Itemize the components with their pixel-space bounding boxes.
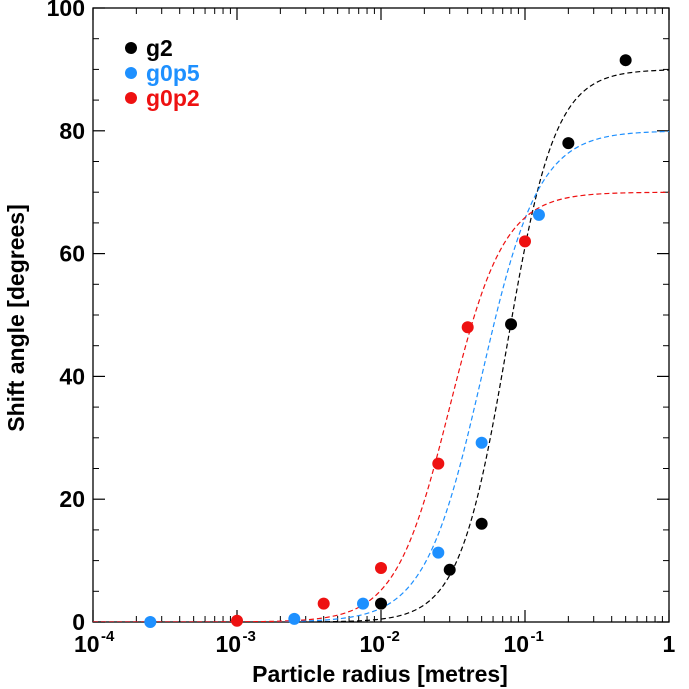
data-point-g0p2 (317, 597, 330, 610)
x-tick-label: 10 -4 (74, 628, 115, 657)
data-point-g0p2 (432, 457, 445, 470)
y-tick-label: 80 (59, 118, 85, 144)
data-point-g2 (443, 563, 456, 576)
y-tick-label: 60 (59, 241, 85, 267)
x-tick-label-exponent: -4 (101, 628, 115, 645)
legend-marker-g2 (125, 42, 137, 54)
x-tick-label-base: 10 (216, 631, 242, 657)
x-tick-label: 10 -1 (504, 628, 544, 657)
x-tick-label: 10 -3 (216, 628, 256, 657)
data-point-g0p5 (144, 616, 157, 628)
y-tick-label: 40 (59, 363, 85, 389)
fit-curve-g0p2 (93, 191, 669, 622)
y-tick-label: 100 (47, 0, 85, 21)
y-tick-label: 0 (72, 609, 85, 635)
x-tick-label: 10 -2 (360, 628, 400, 657)
data-point-g0p5 (288, 612, 301, 625)
x-tick-label-exponent: -1 (531, 628, 544, 645)
data-point-g2 (619, 54, 632, 67)
x-tick-label-base: 10 (74, 631, 100, 657)
data-point-g0p5 (475, 436, 488, 449)
x-axis-label: Particle radius [metres] (252, 661, 508, 687)
data-point-g2 (375, 597, 387, 610)
legend-marker-g0p5 (125, 67, 137, 79)
data-point-g0p5 (357, 597, 370, 610)
data-point-g0p5 (432, 546, 445, 559)
fit-curve-g2 (93, 69, 669, 622)
legend-label-g0p2: g0p2 (146, 85, 200, 111)
data-point-g0p2 (375, 561, 387, 574)
x-tick-label-base: 10 (504, 631, 530, 657)
legend-label-g0p5: g0p5 (146, 60, 200, 86)
y-tick-label: 20 (59, 486, 85, 512)
x-tick-label-base: 1 (663, 631, 676, 657)
data-point-g0p2 (519, 235, 531, 248)
legend-label-g2: g2 (146, 35, 173, 61)
data-point-g2 (475, 517, 488, 530)
fit-curve-g0p5 (93, 130, 669, 622)
x-tick-label-exponent: -3 (243, 628, 256, 645)
x-tick-label-base: 10 (360, 631, 386, 657)
y-axis-label: Shift angle [degrees] (3, 204, 29, 431)
legend-marker-g0p2 (125, 92, 137, 104)
data-point-g0p2 (461, 321, 474, 334)
data-point-g2 (505, 318, 518, 331)
data-point-g0p5 (532, 208, 545, 221)
x-tick-label-exponent: -2 (387, 628, 400, 645)
x-tick-label: 1 (663, 631, 676, 657)
data-point-g2 (562, 137, 575, 150)
data-point-g0p2 (231, 614, 243, 627)
